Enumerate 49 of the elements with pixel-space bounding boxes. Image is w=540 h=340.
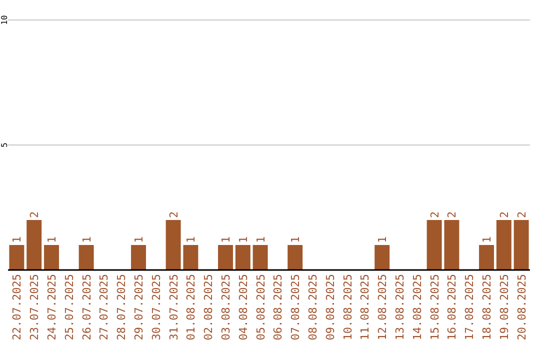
data-label: 2 bbox=[167, 211, 180, 218]
data-label: 1 bbox=[236, 236, 250, 243]
x-tick-label: 12.08.2025 bbox=[376, 274, 390, 340]
y-tick-label: 10 bbox=[0, 15, 9, 25]
x-tick-label: 30.07.2025 bbox=[150, 274, 163, 340]
x-tick-label: 17.08.2025 bbox=[463, 274, 476, 340]
x-tick-label: 11.08.2025 bbox=[358, 274, 372, 340]
data-label: 1 bbox=[132, 236, 146, 243]
data-label: 2 bbox=[515, 211, 528, 218]
x-tick-label: 29.07.2025 bbox=[132, 274, 146, 340]
data-label: 1 bbox=[480, 236, 494, 243]
x-tick-label: 24.07.2025 bbox=[46, 274, 58, 340]
x-tick-label: 31.07.2025 bbox=[167, 274, 180, 340]
x-tick-label: 20.08.2025 bbox=[515, 274, 528, 340]
data-label: 1 bbox=[376, 236, 390, 243]
data-label: 1 bbox=[184, 236, 198, 243]
x-tick-label: 25.07.2025 bbox=[62, 274, 76, 340]
x-tick-label: 05.08.2025 bbox=[254, 274, 268, 340]
x-tick-label: 28.07.2025 bbox=[115, 274, 128, 340]
data-label: 1 bbox=[46, 236, 58, 243]
data-label: 2 bbox=[28, 211, 42, 218]
x-tick-label: 15.08.2025 bbox=[428, 274, 442, 340]
x-tick-label: 06.08.2025 bbox=[272, 274, 285, 340]
data-label: 2 bbox=[498, 211, 511, 218]
x-tick-label: 18.08.2025 bbox=[480, 274, 494, 340]
x-tick-label: 10.08.2025 bbox=[341, 274, 354, 340]
x-tick-label: 04.08.2025 bbox=[236, 274, 250, 340]
x-tick-label: 22.07.2025 bbox=[10, 274, 24, 340]
x-tick-label: 07.08.2025 bbox=[289, 274, 302, 340]
x-tick-label: 14.08.2025 bbox=[410, 274, 424, 340]
data-label: 1 bbox=[254, 236, 268, 243]
data-label: 1 bbox=[289, 236, 302, 243]
x-tick-label: 03.08.2025 bbox=[220, 274, 232, 340]
data-label: 2 bbox=[428, 211, 442, 218]
x-tick-label: 13.08.2025 bbox=[394, 274, 406, 340]
x-tick-label: 08.08.2025 bbox=[306, 274, 320, 340]
data-label: 1 bbox=[220, 236, 232, 243]
x-tick-label: 16.08.2025 bbox=[446, 274, 459, 340]
data-label: 1 bbox=[80, 236, 94, 243]
x-tick-label: 02.08.2025 bbox=[202, 274, 216, 340]
x-tick-label: 01.08.2025 bbox=[184, 274, 198, 340]
x-tick-label: 23.07.2025 bbox=[28, 274, 42, 340]
x-tick-label: 09.08.2025 bbox=[324, 274, 337, 340]
x-tick-label: 19.08.2025 bbox=[498, 274, 511, 340]
data-label: 2 bbox=[446, 211, 459, 218]
x-tick-label: 27.07.2025 bbox=[98, 274, 111, 340]
data-label: 1 bbox=[10, 236, 24, 243]
x-tick-label: 26.07.2025 bbox=[80, 274, 94, 340]
y-tick-label: 5 bbox=[0, 142, 9, 148]
